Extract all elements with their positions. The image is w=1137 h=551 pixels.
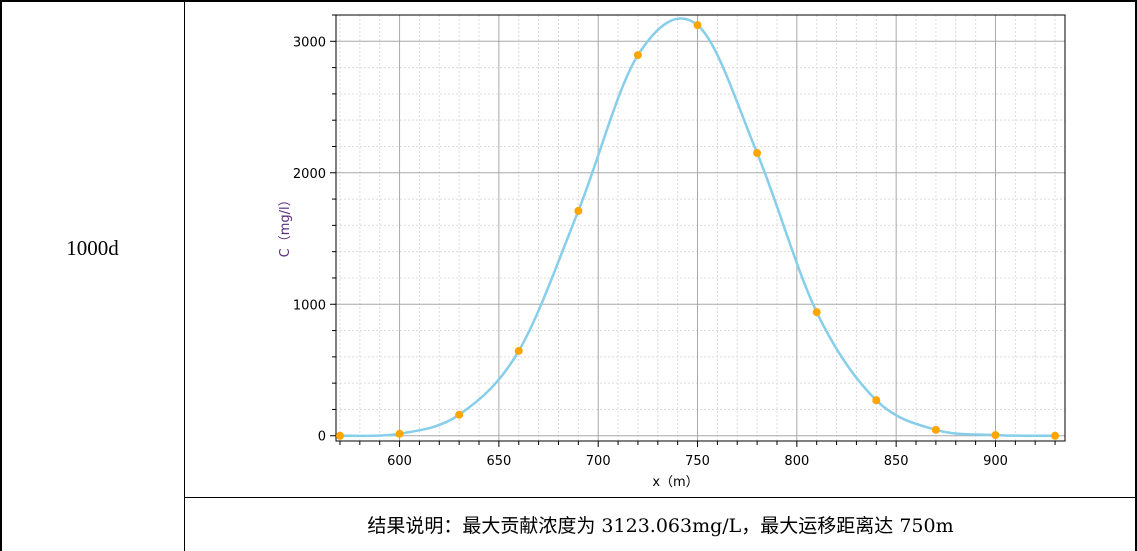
- data-point: [1051, 431, 1060, 440]
- table-border-left: [0, 0, 2, 551]
- y-axis-label: C（mg/l）: [278, 193, 293, 257]
- data-point: [693, 21, 702, 30]
- x-tick-label: 800: [784, 454, 809, 469]
- table-border-top: [0, 0, 1137, 2]
- data-point: [931, 425, 940, 434]
- table-divider-horizontal: [184, 497, 1137, 498]
- data-point: [872, 396, 881, 405]
- data-point: [753, 149, 762, 158]
- y-tick-label: 2000: [293, 167, 326, 182]
- data-point: [991, 431, 1000, 440]
- y-tick-label: 3000: [293, 35, 326, 50]
- x-axis-label: x（m）: [652, 475, 698, 490]
- y-tick-label: 0: [318, 430, 326, 445]
- x-tick-label: 900: [983, 454, 1008, 469]
- data-point: [514, 346, 523, 355]
- chart-cell: 600 650 700 750 800 850 900 0 1000 2000 3000 x（m） C（…: [186, 3, 1135, 497]
- data-point: [335, 431, 344, 440]
- row-label: 1000d: [66, 236, 119, 260]
- data-point: [455, 410, 464, 419]
- table-divider-vertical: [184, 0, 185, 551]
- data-point: [633, 51, 642, 60]
- plot-area-border: [335, 14, 1066, 442]
- data-point: [812, 308, 821, 317]
- x-tick-label: 850: [884, 454, 909, 469]
- concentration-chart: 600 650 700 750 800 850 900 0 1000 2000 3000 x（m） C（…: [278, 14, 1066, 490]
- x-tick-label: 750: [685, 454, 710, 469]
- row-label-cell: 1000d: [0, 0, 185, 497]
- data-point: [574, 206, 583, 215]
- x-tick-label: 600: [387, 454, 412, 469]
- x-tick-label: 700: [586, 454, 611, 469]
- x-tick-label: 650: [486, 454, 511, 469]
- result-caption: 结果说明：最大贡献浓度为 3123.063mg/L，最大运移距离达 750m: [367, 514, 954, 537]
- y-tick-label: 1000: [293, 298, 326, 313]
- table-border-right: [1135, 0, 1137, 551]
- data-point: [395, 429, 404, 438]
